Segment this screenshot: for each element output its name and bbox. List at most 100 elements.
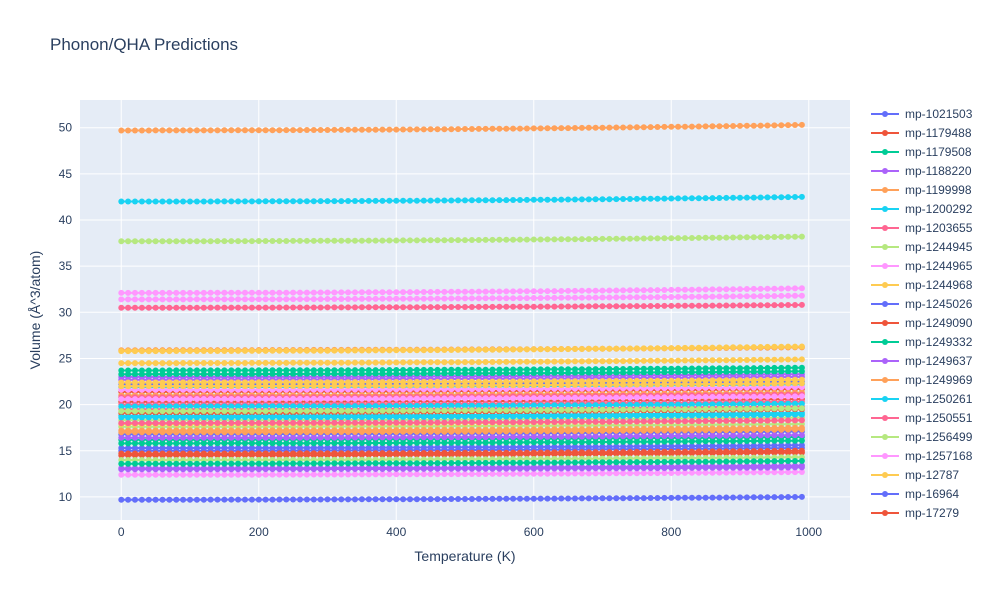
data-point: [173, 371, 180, 378]
data-point: [537, 370, 544, 377]
data-point: [235, 198, 242, 205]
data-point: [331, 347, 338, 354]
data-point: [613, 402, 620, 408]
data-point: [716, 234, 723, 241]
data-point: [448, 359, 455, 366]
data-point: [207, 348, 214, 354]
data-point: [303, 127, 310, 133]
data-point: [242, 198, 248, 205]
data-point: [771, 234, 778, 240]
data-point: [599, 413, 606, 420]
data-point: [125, 198, 132, 205]
data-point: [242, 304, 248, 311]
data-point: [393, 496, 400, 503]
data-point: [523, 495, 530, 502]
data-point: [558, 294, 565, 301]
data-point: [420, 359, 427, 366]
data-point: [682, 394, 688, 401]
data-point: [695, 469, 702, 476]
data-point: [441, 439, 448, 446]
data-point: [647, 418, 654, 425]
data-point: [599, 433, 606, 440]
data-point: [462, 496, 468, 502]
data-point: [317, 466, 324, 473]
data-point: [400, 295, 407, 302]
data-point: [310, 407, 317, 414]
series-line: [121, 408, 802, 414]
data-point: [187, 466, 193, 473]
data-point: [544, 470, 551, 477]
data-point: [269, 304, 276, 311]
data-point: [737, 494, 743, 501]
data-point: [771, 302, 778, 309]
data-point: [544, 402, 551, 409]
data-point: [262, 496, 269, 503]
data-point: [757, 464, 764, 471]
data-point: [675, 412, 682, 419]
data-point: [578, 369, 585, 376]
data-point: [633, 401, 640, 408]
data-point: [138, 289, 145, 296]
data-point: [352, 370, 358, 377]
data-point: [132, 198, 138, 205]
data-point: [537, 495, 544, 502]
data-point: [420, 237, 427, 244]
data-point: [386, 428, 393, 435]
data-point: [620, 433, 627, 440]
data-point: [338, 471, 345, 478]
data-point: [496, 358, 503, 365]
data-point: [530, 295, 537, 301]
data-point: [613, 438, 620, 445]
data-point: [510, 197, 517, 203]
data-point: [785, 464, 792, 471]
data-point: [517, 346, 523, 353]
data-point: [393, 419, 400, 426]
data-point: [338, 434, 345, 441]
data-point: [413, 471, 420, 478]
data-point: [228, 304, 235, 311]
data-point: [276, 440, 283, 447]
data-point: [262, 471, 269, 478]
data-point: [132, 238, 138, 245]
data-point: [702, 369, 709, 376]
data-point: [166, 429, 173, 436]
data-point: [317, 434, 324, 441]
data-point: [434, 407, 441, 414]
data-point: [262, 408, 269, 414]
data-point: [180, 408, 187, 415]
data-point: [159, 127, 166, 134]
data-point: [372, 414, 379, 421]
data-point: [750, 285, 757, 292]
data-point: [331, 126, 338, 133]
data-point: [180, 450, 187, 457]
data-point: [785, 469, 792, 476]
data-point: [386, 460, 393, 467]
data-point: [207, 396, 214, 402]
data-point: [599, 303, 606, 310]
data-point: [654, 406, 661, 413]
data-point: [695, 438, 702, 445]
data-point: [331, 237, 338, 244]
data-point: [489, 407, 496, 414]
data-point: [441, 295, 448, 302]
data-point: [441, 359, 448, 366]
series-trace-28: [118, 469, 805, 478]
data-point: [530, 419, 537, 426]
data-point: [544, 449, 551, 456]
series-line: [121, 400, 802, 406]
data-point: [572, 346, 578, 352]
data-point: [503, 358, 510, 365]
data-point: [675, 286, 682, 293]
data-point: [688, 458, 695, 465]
data-point: [578, 439, 585, 446]
data-point: [661, 406, 668, 413]
data-point: [152, 371, 159, 378]
data-point: [283, 127, 290, 134]
data-point: [248, 359, 255, 366]
data-point: [785, 432, 792, 439]
data-point: [482, 402, 489, 409]
data-point: [757, 285, 764, 292]
data-point: [743, 494, 750, 501]
data-point: [798, 193, 805, 200]
data-point: [297, 403, 303, 410]
